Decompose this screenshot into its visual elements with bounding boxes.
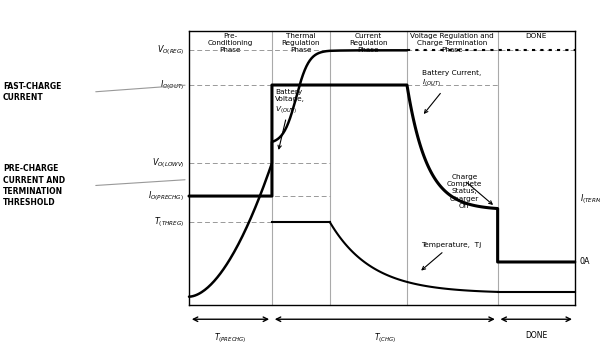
Text: Thermal
Regulation
Phase: Thermal Regulation Phase [281, 33, 320, 53]
Text: $T_{(CHG)}$: $T_{(CHG)}$ [374, 331, 396, 345]
Text: $V_{O(REG)}$: $V_{O(REG)}$ [157, 43, 184, 57]
Text: $T_{(PRECHG)}$: $T_{(PRECHG)}$ [214, 331, 247, 345]
Text: $I_{(TERM)}$: $I_{(TERM)}$ [580, 193, 600, 206]
Text: Temperature,  Tj: Temperature, Tj [421, 242, 481, 270]
Text: DONE: DONE [525, 331, 547, 340]
Text: DONE: DONE [526, 33, 547, 39]
Text: PRE-CHARGE
CURRENT AND
TERMINATION
THRESHOLD: PRE-CHARGE CURRENT AND TERMINATION THRES… [3, 164, 65, 207]
Text: Pre-
Conditioning
Phase: Pre- Conditioning Phase [208, 33, 253, 53]
Text: $V_{O(LOWV)}$: $V_{O(LOWV)}$ [152, 156, 184, 170]
Text: $I_{O(PRECHG)}$: $I_{O(PRECHG)}$ [148, 189, 184, 203]
Text: Charge
Complete
Status,
Charger
Off: Charge Complete Status, Charger Off [446, 174, 482, 210]
Text: FAST-CHARGE
CURRENT: FAST-CHARGE CURRENT [3, 82, 61, 102]
Text: $T_{(THREG)}$: $T_{(THREG)}$ [154, 215, 184, 229]
Text: Battery
Voltage,
$V_{(OUT)}$: Battery Voltage, $V_{(OUT)}$ [275, 90, 305, 149]
Text: Current
Regulation
Phase: Current Regulation Phase [349, 33, 388, 53]
Text: 0A: 0A [580, 257, 590, 266]
Text: Battery Current,
$I_{(OUT)}$: Battery Current, $I_{(OUT)}$ [422, 70, 481, 113]
Text: $I_{O(OUT)}$: $I_{O(OUT)}$ [160, 78, 184, 92]
Text: Voltage Regulation and
Charge Termination
Phase: Voltage Regulation and Charge Terminatio… [410, 33, 494, 53]
